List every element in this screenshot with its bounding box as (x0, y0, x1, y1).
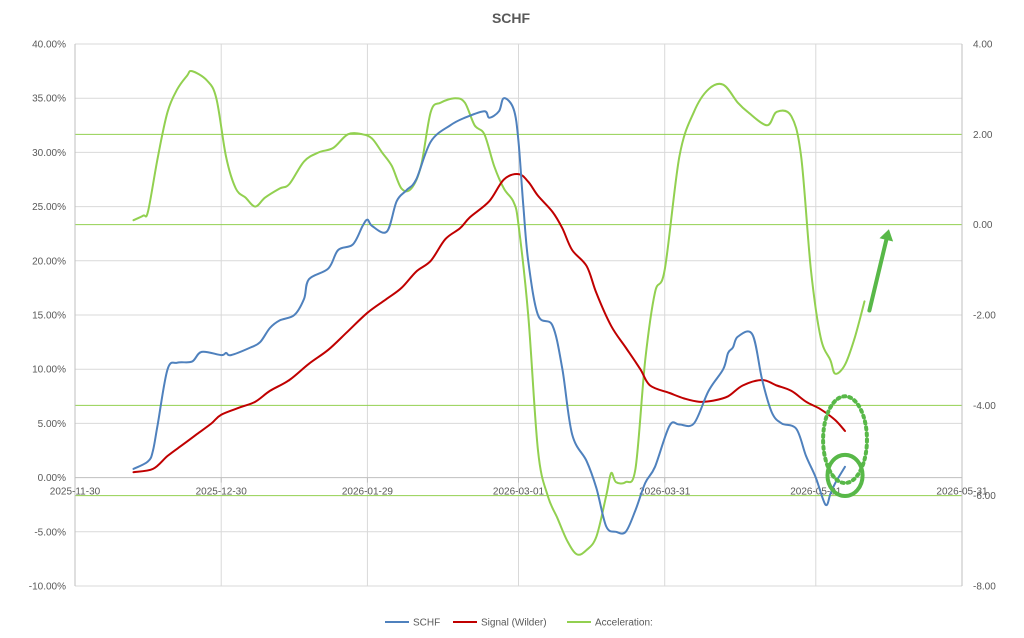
y-left-tick-label: -5.00% (34, 527, 66, 538)
annotation-arrow-head (879, 229, 894, 242)
x-tick-label: 2026-03-01 (493, 487, 545, 498)
y-right-tick-label: -6.00 (973, 491, 996, 502)
annotation-circle (825, 452, 865, 499)
y-right-tick-label: 4.00 (973, 40, 993, 51)
y-left-tick-label: 10.00% (32, 365, 66, 376)
chart-title: SCHF (492, 10, 531, 26)
x-tick-label: 2026-01-29 (342, 487, 394, 498)
y-left-tick-label: 5.00% (38, 419, 66, 430)
tick-labels: 2025-11-30 2025-12-30 2026-01-29 2026-03-01… (29, 40, 996, 593)
y-right-tick-label: -8.00 (973, 582, 996, 593)
y-right-tick-label: 0.00 (973, 220, 993, 231)
annotation-dotted-ellipse (821, 394, 869, 486)
y-right-tick-label: 2.00 (973, 130, 993, 141)
y-right-tick-label: -4.00 (973, 401, 996, 412)
y-left-tick-label: 30.00% (32, 148, 66, 159)
x-tick-label: 2026-05-01 (790, 487, 842, 498)
annotation-arrow (867, 237, 889, 313)
y-left-tick-label: 20.00% (32, 256, 66, 267)
y-left-tick-label: -10.00% (29, 582, 66, 593)
y-left-tick-label: 25.00% (32, 202, 66, 213)
legend: SCHF Signal (Wilder) Acceleration: (385, 618, 653, 629)
legend-label-acceleration: Acceleration: (595, 618, 653, 629)
legend-label-signal-wilder: Signal (Wilder) (481, 618, 547, 629)
series-lines (132, 69, 866, 556)
series-line-schf (132, 97, 846, 535)
y-right-tick-label: -2.00 (973, 311, 996, 322)
y-left-tick-label: 35.00% (32, 94, 66, 105)
series-line-signal-wilder (132, 173, 846, 474)
x-tick-label: 2026-05-31 (936, 487, 988, 498)
series-line-acceleration (132, 69, 866, 556)
x-tick-label: 2026-03-31 (639, 487, 691, 498)
y-left-tick-label: 40.00% (32, 40, 66, 51)
y-left-tick-label: 0.00% (38, 473, 66, 484)
annotations (821, 229, 894, 499)
plot-axes (74, 44, 963, 586)
legend-label-schf: SCHF (413, 618, 440, 629)
x-tick-label: 2025-12-30 (196, 487, 248, 498)
y-left-tick-label: 15.00% (32, 311, 66, 322)
x-tick-label: 2025-11-30 (50, 487, 101, 498)
